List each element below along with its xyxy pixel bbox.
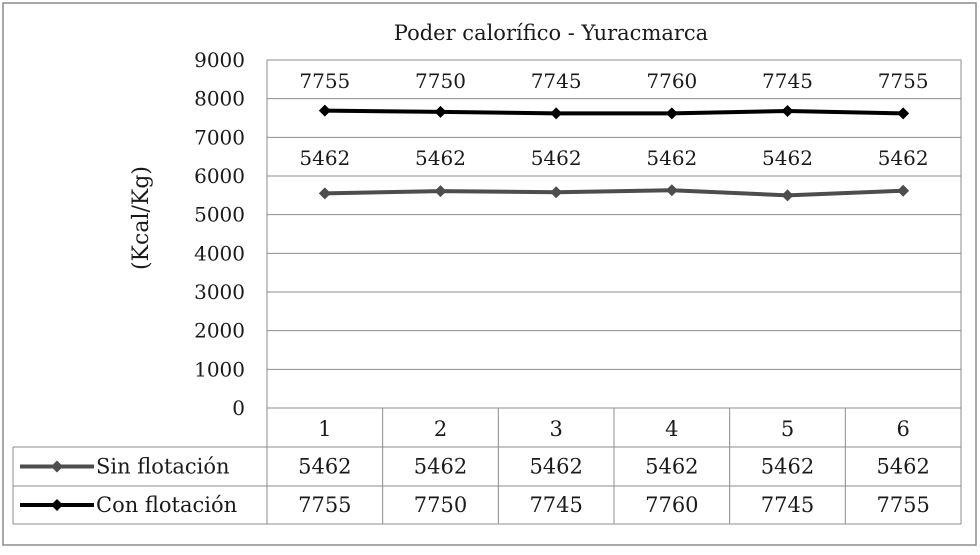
table-cell: 7745 — [529, 493, 582, 517]
x-tick-label: 6 — [896, 417, 909, 441]
data-point — [897, 184, 910, 197]
data-label: 5462 — [646, 146, 697, 170]
y-tick-label: 4000 — [194, 241, 245, 265]
x-tick-label: 3 — [549, 417, 562, 441]
data-label: 5462 — [878, 146, 929, 170]
x-tick-label: 2 — [434, 417, 447, 441]
table-cell: 7760 — [645, 493, 698, 517]
table-cell: 7745 — [761, 493, 814, 517]
y-tick-label: 2000 — [194, 319, 245, 343]
data-label: 5462 — [299, 146, 350, 170]
y-tick-label: 5000 — [194, 203, 245, 227]
chart-title: Poder calorífico - Yuracmarca — [394, 21, 708, 45]
table-cell: 7755 — [876, 493, 929, 517]
data-point — [665, 184, 678, 197]
data-point — [318, 187, 331, 200]
table-cell: 7755 — [298, 493, 351, 517]
y-axis-label: (Kcal/Kg) — [129, 166, 154, 270]
table-cell: 5462 — [298, 455, 351, 479]
data-label: 7745 — [762, 69, 813, 93]
table-cell: 5462 — [529, 455, 582, 479]
data-point — [434, 105, 447, 118]
x-tick-label: 1 — [318, 417, 331, 441]
x-tick-label: 4 — [665, 417, 678, 441]
data-label: 5462 — [415, 146, 466, 170]
data-point — [550, 107, 563, 120]
data-point — [781, 189, 794, 202]
y-tick-label: 1000 — [194, 357, 245, 381]
data-point — [434, 185, 447, 198]
series-line — [324, 188, 904, 198]
data-label: 5462 — [762, 146, 813, 170]
legend-entry: Con flotación — [96, 493, 237, 517]
legend-entry: Sin flotación — [96, 455, 230, 479]
data-label: 7750 — [415, 69, 466, 93]
y-tick-label: 6000 — [194, 164, 245, 188]
table-cell: 5462 — [414, 455, 467, 479]
data-label: 5462 — [531, 146, 582, 170]
data-point — [897, 107, 910, 120]
y-tick-label: 8000 — [194, 87, 245, 111]
data-label: 7745 — [531, 69, 582, 93]
table-cell: 5462 — [645, 455, 698, 479]
data-label: 7760 — [646, 69, 697, 93]
table-cell: 5462 — [761, 455, 814, 479]
legend-marker — [51, 499, 63, 511]
series-line — [324, 108, 904, 116]
chart-border — [2, 2, 977, 546]
y-tick-label: 7000 — [194, 125, 245, 149]
y-tick-label: 0 — [232, 396, 245, 420]
legend-marker — [51, 460, 63, 473]
table-cell: 5462 — [876, 455, 929, 479]
y-tick-label: 3000 — [194, 280, 245, 304]
y-tick-label: 9000 — [194, 48, 245, 72]
data-point — [318, 104, 331, 117]
data-point — [665, 107, 678, 120]
x-tick-label: 5 — [781, 417, 794, 441]
data-point — [781, 105, 794, 118]
table-cell: 7750 — [414, 493, 467, 517]
data-point — [550, 186, 563, 199]
data-label: 7755 — [299, 69, 350, 93]
data-label: 7755 — [878, 69, 929, 93]
